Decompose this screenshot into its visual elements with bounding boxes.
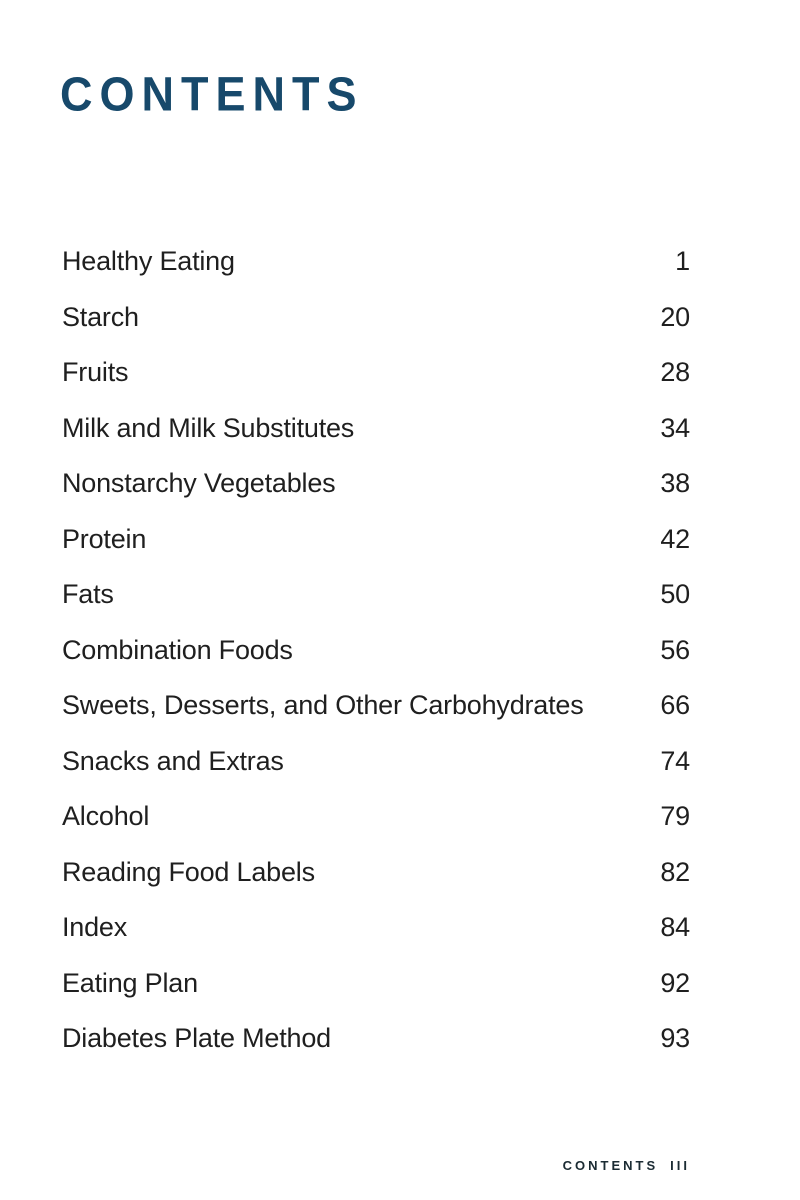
toc-entry: Starch 20	[62, 290, 690, 346]
toc-entry: Reading Food Labels 82	[62, 845, 690, 901]
toc-entry-label: Diabetes Plate Method	[62, 1023, 331, 1054]
toc-entry-page-number: 28	[660, 357, 690, 388]
toc-entry-page-number: 84	[660, 912, 690, 943]
toc-entry-label: Combination Foods	[62, 634, 293, 665]
toc-entry-page-number: 34	[660, 412, 690, 443]
toc-entry-label: Milk and Milk Substitutes	[62, 412, 355, 443]
toc-entry-label: Reading Food Labels	[62, 856, 315, 887]
toc-entry-page-number: 82	[660, 856, 690, 887]
toc-entry: Protein 42	[62, 512, 690, 568]
toc-entry: Healthy Eating 1	[62, 234, 690, 290]
toc-entry-label: Nonstarchy Vegetables	[62, 468, 336, 499]
toc-entry: Eating Plan 92	[62, 956, 690, 1012]
page-footer: CONTENTS III	[563, 1158, 690, 1173]
toc-entry-page-number: 20	[660, 301, 690, 332]
toc-entry: Alcohol 79	[62, 789, 690, 845]
toc-entry-page-number: 66	[660, 690, 690, 721]
toc-entry-label: Fats	[62, 579, 114, 610]
toc-entry: Sweets, Desserts, and Other Carbohydrate…	[62, 678, 690, 734]
toc-entry-page-number: 1	[675, 246, 690, 277]
toc-entry-label: Alcohol	[62, 801, 150, 832]
toc-entry-label: Healthy Eating	[62, 246, 235, 277]
toc-entry-page-number: 50	[660, 579, 690, 610]
toc-entry-page-number: 79	[660, 801, 690, 832]
toc-entry-label: Sweets, Desserts, and Other Carbohydrate…	[62, 690, 584, 721]
footer-page-number: III	[670, 1158, 690, 1173]
toc-entry: Fruits 28	[62, 345, 690, 401]
toc-entry: Index 84	[62, 900, 690, 956]
toc-entry-page-number: 92	[660, 967, 690, 998]
toc-entry-label: Index	[62, 912, 128, 943]
toc-entry-page-number: 74	[660, 745, 690, 776]
toc-entry-label: Fruits	[62, 357, 129, 388]
toc-list: Healthy Eating 1 Starch 20 Fruits 28 Mil…	[62, 234, 690, 1067]
page-title: CONTENTS	[60, 66, 364, 122]
toc-entry: Milk and Milk Substitutes 34	[62, 401, 690, 457]
toc-entry-label: Snacks and Extras	[62, 745, 284, 776]
toc-entry: Fats 50	[62, 567, 690, 623]
toc-entry-label: Protein	[62, 523, 147, 554]
toc-entry-page-number: 93	[660, 1023, 690, 1054]
toc-entry: Combination Foods 56	[62, 623, 690, 679]
toc-entry: Snacks and Extras 74	[62, 734, 690, 790]
toc-entry-label: Eating Plan	[62, 967, 198, 998]
toc-entry-page-number: 42	[660, 523, 690, 554]
toc-entry-page-number: 38	[660, 468, 690, 499]
footer-section-label: CONTENTS	[562, 1158, 659, 1173]
toc-entry-label: Starch	[62, 301, 139, 332]
toc-entry: Nonstarchy Vegetables 38	[62, 456, 690, 512]
toc-entry: Diabetes Plate Method 93	[62, 1011, 690, 1067]
toc-entry-page-number: 56	[660, 634, 690, 665]
